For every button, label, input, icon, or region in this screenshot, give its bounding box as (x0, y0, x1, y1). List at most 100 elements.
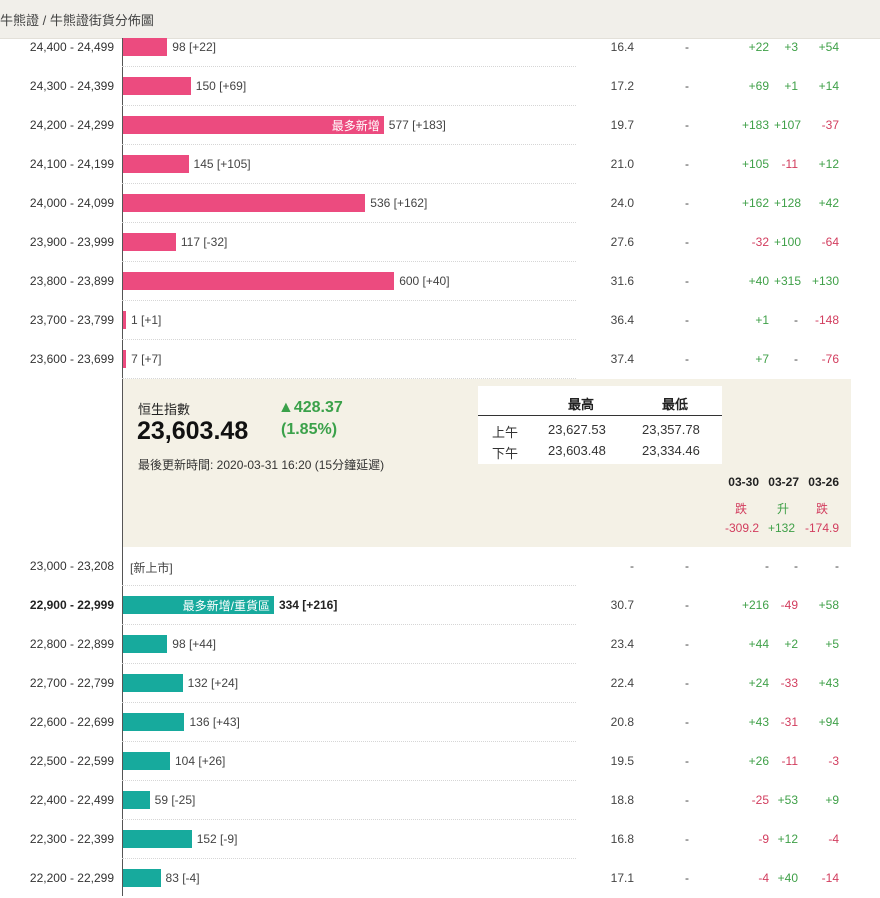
outstanding-count: 104 [+26] (175, 754, 226, 768)
bear-bar[interactable] (123, 713, 185, 731)
outstanding-count: 145 [+105] (193, 157, 251, 171)
placeholder-cell: - (685, 352, 689, 366)
daily-change-cell: +58 (818, 598, 839, 612)
daily-change-cell: +1 (755, 313, 769, 327)
strike-range: 22,800 - 22,899 (29, 637, 114, 651)
breadcrumb[interactable]: 牛熊證 / 牛熊證街貨分佈圖 (0, 13, 154, 28)
bear-bar-tag: 最多新增/重貨區 (182, 599, 270, 613)
divider (478, 415, 722, 416)
bear-row: 22,800 - 22,899 98 [+44] 23.4 - +44 +2 +5 (0, 625, 880, 664)
percentage-cell: 23.4 (610, 637, 634, 651)
placeholder-cell: - (685, 754, 689, 768)
daily-change-cell: +216 (741, 598, 769, 612)
percentage-cell: 19.5 (610, 754, 634, 768)
daily-change-cell: -31 (780, 715, 798, 729)
placeholder-cell: - (685, 559, 689, 573)
outstanding-count: 98 [+22] (172, 40, 216, 54)
strike-range: 24,200 - 24,299 (29, 118, 114, 132)
bull-bar[interactable] (123, 350, 127, 368)
placeholder-cell: - (685, 235, 689, 249)
row-divider (122, 780, 576, 781)
percentage-cell: - (630, 559, 634, 573)
placeholder-cell: - (685, 40, 689, 54)
row-divider (122, 339, 576, 340)
top-bar: 牛熊證 / 牛熊證街貨分佈圖 (0, 0, 880, 39)
date-1: 03-30 (728, 475, 759, 489)
placeholder-cell: - (685, 637, 689, 651)
bull-bar[interactable] (123, 155, 189, 173)
bull-row: 24,100 - 24,199 145 [+105] 21.0 - +105 -11 +12 (0, 145, 880, 184)
percentage-cell: 17.2 (610, 79, 634, 93)
bear-bar[interactable] (123, 635, 168, 653)
bear-row: 22,400 - 22,499 59 [-25] 18.8 - -25 +53 +9 (0, 781, 880, 820)
percentage-cell: 24.0 (610, 196, 634, 210)
outstanding-count: 1 [+1] (131, 313, 162, 327)
bear-bar[interactable] (123, 791, 150, 809)
bear-row: 22,900 - 22,999 最多新增/重貨區 334 [+216] 30.7 - +2… (0, 586, 880, 625)
daily-change-cell: - (835, 559, 839, 573)
bull-bar[interactable] (123, 272, 395, 290)
bear-row: 22,700 - 22,799 132 [+24] 22.4 - +24 -33 +43 (0, 664, 880, 703)
direction-1: 跌 (734, 502, 747, 516)
date-2: 03-27 (768, 475, 799, 489)
placeholder-cell: - (685, 832, 689, 846)
bear-bar[interactable] (123, 752, 170, 770)
placeholder-cell: - (685, 196, 689, 210)
am-label: 上午 (492, 425, 519, 440)
daily-change-cell: +3 (784, 40, 798, 54)
placeholder-cell: - (685, 274, 689, 288)
bull-bar[interactable] (123, 77, 191, 95)
row-divider (122, 858, 576, 859)
percentage-cell: 21.0 (610, 157, 634, 171)
placeholder-cell: - (685, 871, 689, 885)
percentage-cell: 22.4 (610, 676, 634, 690)
row-divider (122, 105, 576, 106)
row-divider (122, 702, 576, 703)
daily-change-cell: -49 (780, 598, 798, 612)
pm-label: 下午 (492, 446, 519, 461)
daily-change-cell: -64 (821, 235, 839, 249)
outstanding-count: 59 [-25] (154, 793, 196, 807)
placeholder-cell: - (685, 157, 689, 171)
outstanding-count: 150 [+69] (195, 79, 247, 93)
bull-bar[interactable] (123, 38, 168, 56)
strike-range: 24,300 - 24,399 (29, 79, 114, 93)
daily-change-cell: +26 (748, 754, 769, 768)
placeholder-cell: - (685, 313, 689, 327)
bear-bar[interactable] (123, 869, 161, 887)
daily-change-cell: -3 (828, 754, 839, 768)
daily-change-cell: - (765, 559, 769, 573)
bull-bar[interactable] (123, 233, 176, 251)
percentage-cell: 16.8 (610, 832, 634, 846)
daily-change-cell: +315 (774, 274, 802, 288)
daily-change-cell: +5 (825, 637, 839, 651)
daily-change-cell: +9 (825, 793, 839, 807)
bull-row: 24,400 - 24,499 98 [+22] 16.4 - +22 +3 +54 (0, 28, 880, 67)
bull-bar[interactable] (123, 194, 366, 212)
index-panel: 恒生指數 23,603.48 ▲428.37 (1.85%) 最後更新時間: 2… (123, 379, 851, 547)
strike-range: 22,700 - 22,799 (29, 676, 114, 690)
daily-change-cell: -4 (758, 871, 769, 885)
daily-change-cell: +24 (748, 676, 769, 690)
strike-range: 24,000 - 24,099 (29, 196, 114, 210)
bear-bar[interactable] (123, 674, 183, 692)
daily-change-cell: - (794, 352, 798, 366)
index-change-pct: (1.85%) (281, 421, 338, 438)
outstanding-count: 536 [+162] (370, 196, 428, 210)
row-divider (122, 663, 576, 664)
am-low: 23,357.78 (642, 422, 700, 437)
bull-bar[interactable]: 最多新增 (123, 116, 384, 134)
daily-change-cell: +128 (774, 196, 802, 210)
outstanding-count: 136 [+43] (189, 715, 240, 729)
bull-bar[interactable] (123, 311, 126, 329)
daily-change-cell: -25 (751, 793, 769, 807)
row-divider (122, 300, 576, 301)
percentage-cell: 18.8 (610, 793, 634, 807)
bear-bar[interactable] (123, 830, 192, 848)
daily-change-cell: -11 (781, 754, 798, 768)
daily-change-cell: +105 (741, 157, 769, 171)
daily-change-cell: +94 (818, 715, 839, 729)
strike-range: 23,000 - 23,208 (29, 559, 114, 573)
bear-bar[interactable]: 最多新增/重貨區 (123, 596, 274, 614)
pm-low: 23,334.46 (642, 443, 700, 458)
